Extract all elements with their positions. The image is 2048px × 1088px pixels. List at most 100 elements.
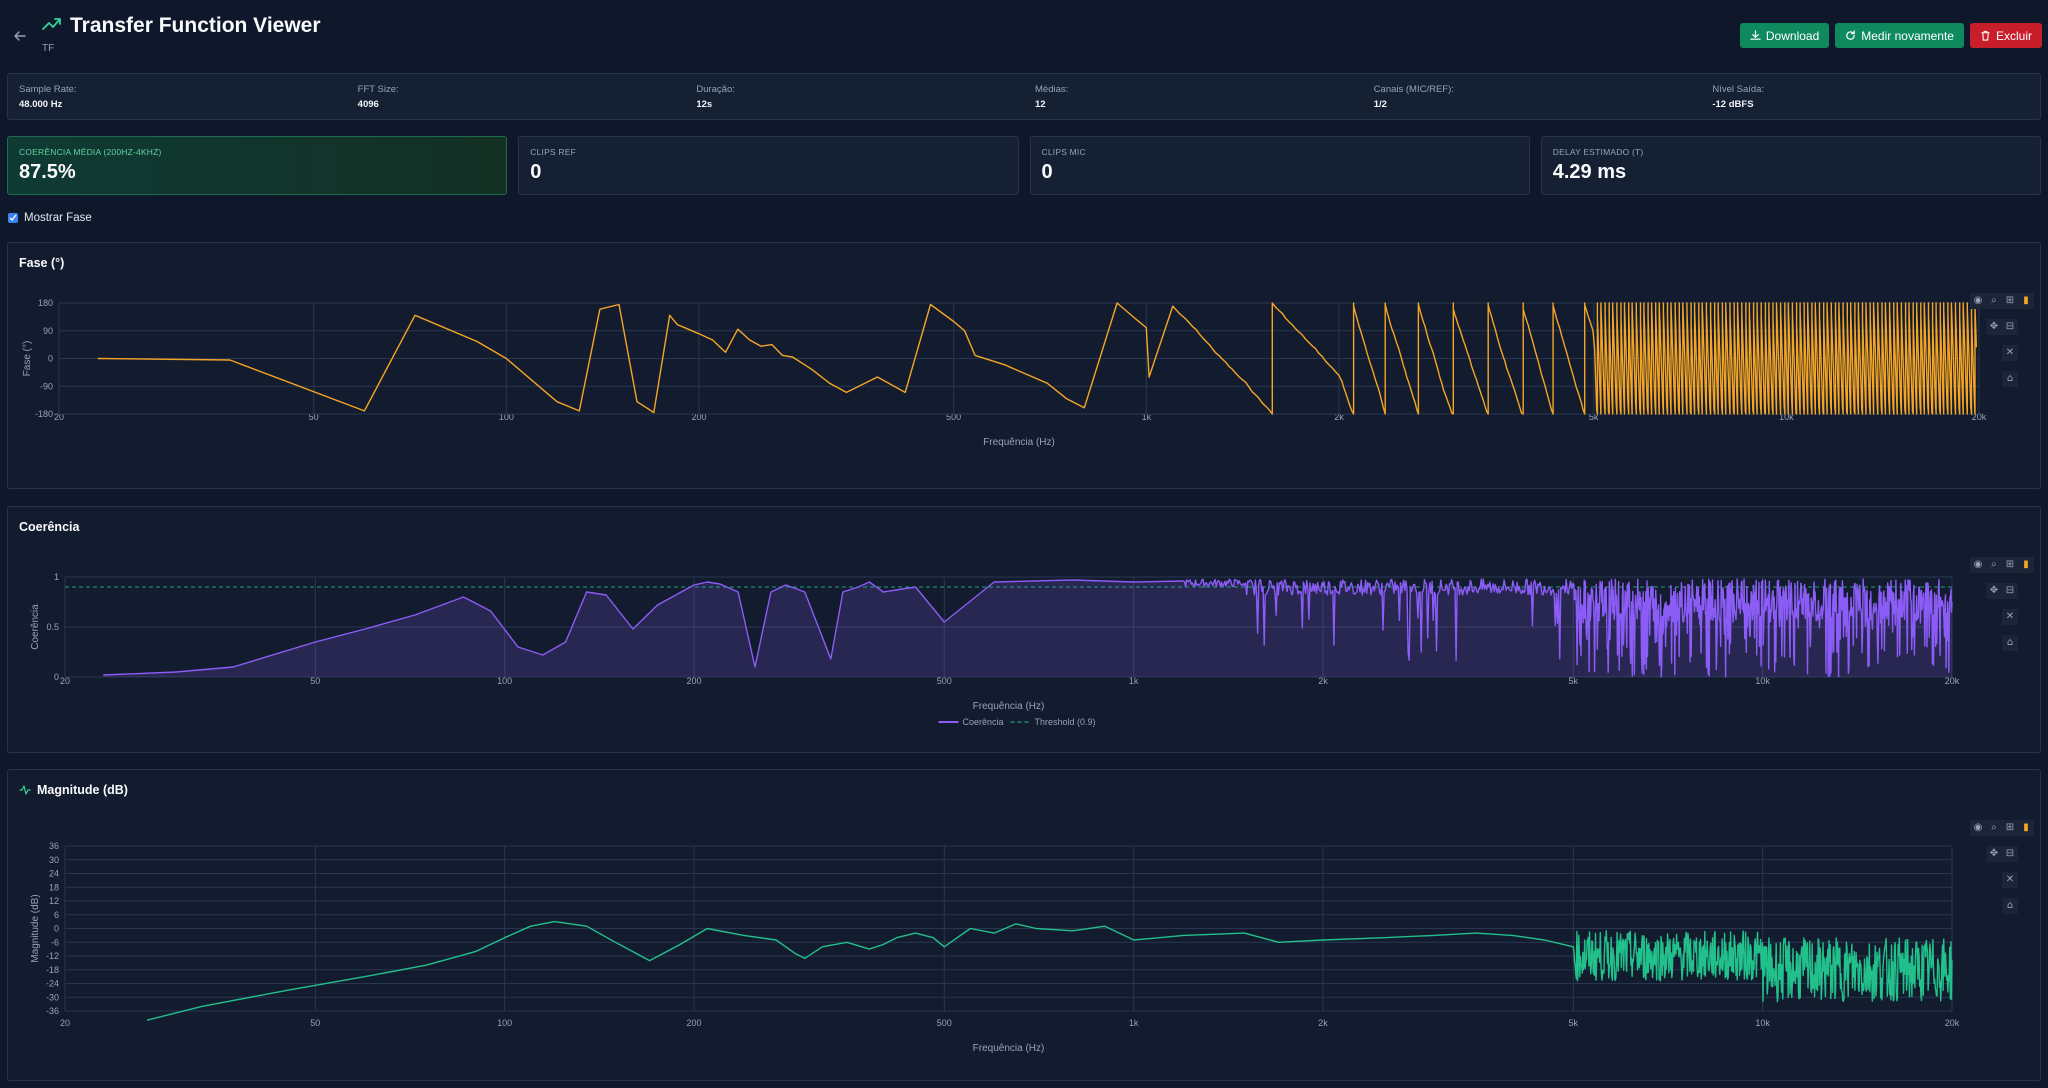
- remeasure-label: Medir novamente: [1861, 28, 1954, 43]
- magnitude-title: Magnitude (dB): [19, 783, 128, 797]
- x-tick-label: 200: [686, 1018, 701, 1028]
- check-icon: [9, 214, 17, 222]
- x-tick-label: 20k: [1972, 412, 1987, 422]
- camera-icon[interactable]: ◉: [1970, 557, 1986, 573]
- y-tick-label: 6: [54, 910, 59, 920]
- arrow-left-icon[interactable]: [12, 28, 28, 44]
- x-tick-label: 500: [937, 676, 952, 686]
- series-line: [146, 920, 1953, 1021]
- zoom-in-icon[interactable]: ⊞: [2002, 557, 2018, 573]
- download-button[interactable]: Download: [1739, 23, 1830, 48]
- coherence-area: [103, 579, 1953, 677]
- info-value: 48.000 Hz: [19, 99, 63, 110]
- show-phase-checkbox[interactable]: [8, 213, 18, 223]
- x-tick-label: 2k: [1318, 676, 1328, 686]
- camera-icon[interactable]: ◉: [1970, 293, 1986, 309]
- info-output-level: Nível Saída: -12 dBFS: [1701, 74, 2040, 119]
- zoom-out-icon[interactable]: ⊟: [2002, 846, 2018, 862]
- x-tick-label: 1k: [1129, 1018, 1139, 1028]
- magnitude-chart[interactable]: 20 50 100 200 500 1k 2k 5k 10k 20k 36 30 24 18 12 6 0 -6 -…: [8, 770, 2042, 1082]
- legend-label-threshold: Threshold (0.9): [1035, 717, 1096, 727]
- metric-cards: COERÊNCIA MÉDIA (200HZ-4KHZ) 87.5% CLIPS …: [7, 136, 2041, 195]
- zoom-icon[interactable]: ⌕: [1986, 293, 2002, 309]
- reset-icon[interactable]: ⌂: [2002, 635, 2018, 651]
- y-axis-label: Fase (°): [22, 341, 33, 377]
- y-tick-label: -6: [51, 937, 59, 947]
- delete-label: Excluir: [1995, 28, 2032, 43]
- chart-modebar: ◉ ⌕ ⊞ ▮ ✥ ⊟ ✕ ⌂: [1964, 549, 2034, 665]
- x-tick-label: 50: [309, 412, 319, 422]
- y-tick-label: 0: [54, 672, 59, 682]
- plotly-logo-icon[interactable]: ▮: [2018, 820, 2034, 836]
- show-phase-label: Mostrar Fase: [24, 212, 92, 224]
- page-title: Transfer Function Viewer: [70, 14, 321, 37]
- card-label: DELAY ESTIMADO (T): [1552, 147, 1644, 157]
- autoscale-icon[interactable]: ✕: [2002, 872, 2018, 888]
- download-label: Download: [1765, 28, 1820, 43]
- card-value: 87.5%: [19, 161, 76, 183]
- delete-button[interactable]: Excluir: [1969, 23, 2042, 48]
- x-tick-label: 20k: [1945, 1018, 1960, 1028]
- plotly-logo-icon[interactable]: ▮: [2018, 293, 2034, 309]
- zoom-out-icon[interactable]: ⊟: [2002, 583, 2018, 599]
- y-tick-label: 0: [48, 354, 53, 364]
- phase-chart[interactable]: 20 50 100 200 500 1k 2k 5k 10k 20k 180 90 0 -90 -180 Fr…: [8, 243, 2042, 490]
- y-tick-label: 24: [49, 869, 59, 879]
- clips-ref-card: CLIPS REF 0: [518, 136, 1019, 195]
- x-tick-label: 10k: [1755, 1018, 1770, 1028]
- pan-icon[interactable]: ✥: [1986, 319, 2002, 335]
- autoscale-icon[interactable]: ✕: [2002, 345, 2018, 361]
- x-tick-label: 200: [691, 412, 706, 422]
- info-value: 4096: [357, 99, 379, 110]
- x-tick-label: 2k: [1318, 1018, 1328, 1028]
- reset-icon[interactable]: ⌂: [2002, 371, 2018, 387]
- zoom-in-icon[interactable]: ⊞: [2002, 293, 2018, 309]
- chart-modebar: ◉ ⌕ ⊞ ▮ ✥ ⊟ ✕ ⌂: [1964, 812, 2034, 928]
- trending-up-icon: [42, 18, 61, 30]
- x-tick-label: 100: [497, 1018, 512, 1028]
- x-tick-label: 1k: [1142, 412, 1152, 422]
- y-tick-label: 180: [38, 298, 53, 308]
- x-tick-label: 500: [946, 412, 961, 422]
- x-tick-label: 5k: [1569, 1018, 1579, 1028]
- info-label: Canais (MIC/REF):: [1373, 84, 1454, 95]
- zoom-icon[interactable]: ⌕: [1986, 820, 2002, 836]
- reset-icon[interactable]: ⌂: [2002, 898, 2018, 914]
- y-axis-label: Coerência: [30, 604, 41, 650]
- x-tick-label: 10k: [1779, 412, 1794, 422]
- y-tick-label: 30: [49, 855, 59, 865]
- clips-mic-card: CLIPS MIC 0: [1029, 136, 1530, 195]
- x-tick-label: 50: [310, 1018, 320, 1028]
- coherence-panel: Coerência 20 50 100 200 500 1k 2k 5k 10k 20k 1 0.5 0…: [7, 506, 2041, 753]
- zoom-in-icon[interactable]: ⊞: [2002, 820, 2018, 836]
- x-tick-label: 20: [60, 1018, 70, 1028]
- coherence-chart[interactable]: 20 50 100 200 500 1k 2k 5k 10k 20k 1 0.5 0 Frequência…: [8, 507, 2042, 754]
- pan-icon[interactable]: ✥: [1986, 846, 2002, 862]
- info-value: 12: [1035, 99, 1046, 110]
- x-tick-label: 100: [499, 412, 514, 422]
- refresh-icon: [1846, 30, 1856, 40]
- x-tick-label: 5k: [1589, 412, 1599, 422]
- zoom-icon[interactable]: ⌕: [1986, 557, 2002, 573]
- x-tick-label: 2k: [1334, 412, 1344, 422]
- y-tick-label: -180: [35, 409, 53, 419]
- header: Transfer Function Viewer TF Download Med…: [0, 0, 2048, 60]
- activity-icon: [19, 785, 31, 795]
- autoscale-icon[interactable]: ✕: [2002, 609, 2018, 625]
- y-tick-label: 0: [54, 924, 59, 934]
- info-duration: Duração: 12s: [685, 74, 1024, 119]
- show-phase-toggle[interactable]: Mostrar Fase: [8, 212, 92, 224]
- plotly-logo-icon[interactable]: ▮: [2018, 557, 2034, 573]
- remeasure-button[interactable]: Medir novamente: [1835, 23, 1964, 48]
- card-value: 0: [530, 161, 542, 183]
- y-tick-label: -18: [46, 965, 59, 975]
- y-tick-label: 0.5: [46, 622, 59, 632]
- page-subtitle: TF: [42, 43, 55, 54]
- zoom-out-icon[interactable]: ⊟: [2002, 319, 2018, 335]
- x-tick-label: 1k: [1129, 676, 1139, 686]
- info-fft-size: FFT Size: 4096: [347, 74, 686, 119]
- y-tick-label: 1: [54, 572, 59, 582]
- x-tick-label: 10k: [1755, 676, 1770, 686]
- pan-icon[interactable]: ✥: [1986, 583, 2002, 599]
- camera-icon[interactable]: ◉: [1970, 820, 1986, 836]
